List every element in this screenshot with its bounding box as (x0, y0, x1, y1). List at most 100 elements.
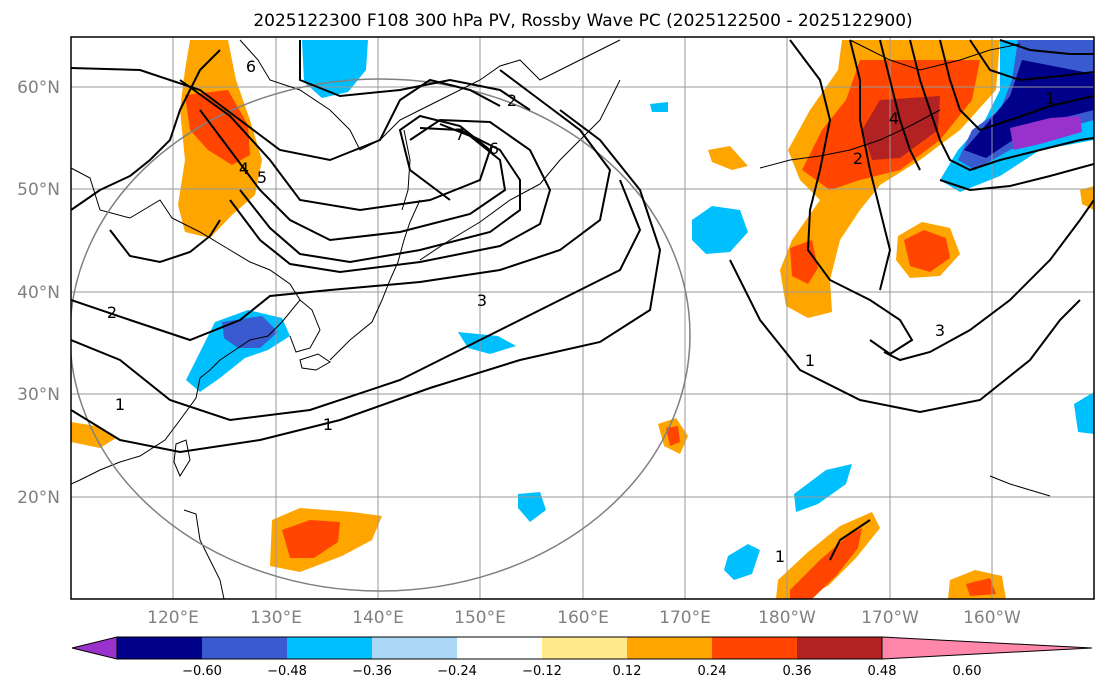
pv-negative-region (458, 332, 516, 354)
contour-label: 4 (239, 159, 249, 178)
latitude-labels: 60°N 50°N 40°N 30°N 20°N (17, 78, 60, 508)
colorbar-tick-label: 0.36 (783, 664, 812, 679)
pv-contours (71, 39, 1094, 561)
lon-label: 170°E (659, 608, 711, 628)
pv-contour-7 (179, 79, 492, 212)
pv-positive-core (966, 578, 996, 596)
colorbar-segment (372, 637, 457, 659)
contour-label: 5 (257, 168, 267, 187)
pv-contour-1 (71, 109, 662, 454)
colorbar-tick-label: −0.24 (437, 664, 477, 679)
pv-contour-19 (939, 39, 1094, 132)
colorbar-segment (457, 637, 542, 659)
japan-kyushu (299, 353, 331, 371)
lon-label: 120°E (147, 608, 199, 628)
colorbar-segment (627, 637, 712, 659)
pv-contour-11 (109, 219, 221, 264)
pv-positive-core (904, 230, 950, 272)
colorbar-segment (542, 637, 627, 659)
pv-contour-9 (299, 40, 531, 111)
korea (289, 299, 321, 353)
lon-label: 180°W (758, 608, 816, 628)
pv-negative-core (964, 60, 1094, 158)
pv-positive-core (790, 240, 818, 284)
colorbar-tick-label: −0.48 (267, 664, 307, 679)
contour-labels: 6 2 7 6 5 4 2 3 1 1 1 1 2 3 4 1 (107, 57, 1055, 566)
lat-label: 30°N (17, 385, 60, 405)
colorbar-ticks: −0.60 −0.48 −0.36 −0.24 −0.12 0.12 0.24 … (182, 664, 981, 679)
pv-contour-12 (729, 259, 1081, 414)
pv-contour-5 (239, 127, 521, 264)
map-border (70, 36, 1095, 600)
lon-label: 160°E (557, 608, 609, 628)
lat-label: 40°N (17, 283, 60, 303)
lon-label: 160°W (963, 608, 1021, 628)
pv-contour-8 (71, 67, 501, 162)
pv-contour-13 (883, 199, 1094, 362)
pv-contour-22 (939, 163, 1094, 192)
colorbar-outline (116, 636, 883, 660)
colorbar-tick-label: 0.12 (613, 664, 642, 679)
colorbar-high-extend (881, 636, 1093, 660)
pv-contour-15 (789, 39, 914, 356)
contour-label: 2 (507, 91, 517, 110)
hawaii (989, 475, 1051, 497)
japan (329, 199, 421, 361)
sakhalin (401, 129, 411, 211)
contour-label: 1 (1045, 89, 1055, 108)
lat-label: 60°N (17, 78, 60, 98)
pv-negative-extreme (1010, 116, 1082, 150)
contour-label: 6 (489, 139, 499, 158)
contour-label: 1 (775, 547, 785, 566)
contour-label: 3 (477, 291, 487, 310)
aleutians (759, 109, 941, 169)
pv-positive-core (790, 528, 862, 599)
map-title: 2025122300 F108 300 hPa PV, Rossby Wave … (253, 11, 912, 31)
domain-circle (71, 78, 691, 592)
pv-contour-14 (829, 519, 871, 561)
colorbar-segment (712, 637, 797, 659)
colorbar-tick-label: 0.60 (953, 664, 982, 679)
contour-label: 6 (246, 57, 256, 76)
pv-contour-4 (229, 118, 552, 274)
colorbar: −0.60 −0.48 −0.36 −0.24 −0.12 0.12 0.24 … (71, 636, 1093, 679)
pv-contour-10 (71, 49, 221, 211)
contour-label: 2 (107, 303, 117, 322)
contour-label: 7 (455, 125, 465, 144)
contour-label: 1 (323, 415, 333, 434)
contour-label: 4 (889, 109, 899, 128)
contour-label: 1 (115, 395, 125, 414)
pv-positive-core (282, 520, 340, 558)
contour-label: 1 (805, 351, 815, 370)
lon-label: 150°E (454, 608, 506, 628)
asia-coast (71, 167, 301, 485)
pv-contour-3 (71, 179, 642, 422)
colorbar-tick-label: −0.36 (352, 664, 392, 679)
taiwan (173, 439, 191, 478)
colorbar-segment (287, 637, 372, 659)
pv-positive-region (71, 422, 116, 448)
lon-label: 130°E (250, 608, 302, 628)
pv-negative-region (518, 492, 546, 522)
pv-negative-region (724, 544, 760, 580)
pv-negative-region (1074, 392, 1094, 434)
russia-coast (239, 39, 621, 151)
pv-positive-region (708, 146, 748, 170)
colorbar-segment (202, 637, 287, 659)
pv-negative-core (222, 316, 278, 348)
colorbar-segment (117, 637, 202, 659)
pv-negative-region (794, 464, 852, 512)
contour-label: 3 (935, 321, 945, 340)
pv-contour-2 (71, 69, 612, 342)
pv-contour-21 (999, 39, 1094, 55)
pv-contour-18 (909, 39, 1094, 172)
contour-label: 2 (853, 149, 863, 168)
pv-contour-20 (969, 39, 1094, 82)
colorbar-tick-label: 0.24 (698, 664, 727, 679)
colorbar-tick-label: 0.48 (868, 664, 897, 679)
colorbar-tick-label: −0.60 (182, 664, 222, 679)
philippines (183, 509, 225, 599)
kamchatka (539, 79, 621, 185)
alaska-coast (849, 39, 1021, 71)
